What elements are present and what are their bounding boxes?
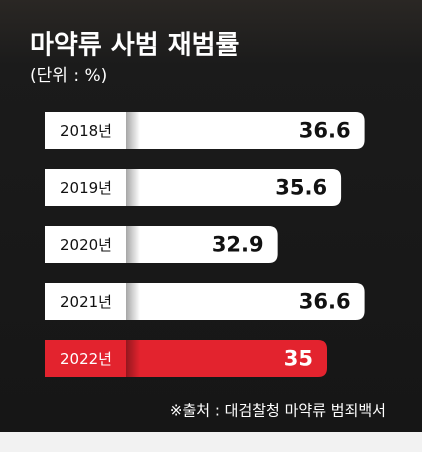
value-label: 35 [284, 347, 313, 371]
bottom-strip [0, 432, 422, 452]
category-label: 2021년 [60, 293, 112, 311]
bar [45, 283, 365, 320]
value-label: 32.9 [212, 233, 264, 257]
category-label: 2020년 [60, 236, 112, 254]
source-note: ※출처 : 대검찰청 마약류 범죄백서 [170, 402, 386, 420]
bar [45, 169, 342, 206]
bar [45, 340, 327, 377]
chart-subtitle: (단위 : %) [30, 66, 107, 86]
bar-shade [126, 169, 140, 206]
bar-shade [126, 226, 140, 263]
category-label: 2022년 [60, 350, 112, 368]
value-label: 36.6 [299, 290, 351, 314]
bar [45, 226, 278, 263]
chart-title: 마약류 사범 재범률 [30, 31, 240, 61]
bar [45, 112, 365, 149]
bar-shade [126, 283, 140, 320]
value-label: 35.6 [275, 176, 327, 200]
bar-shade [126, 340, 140, 377]
bar-shade [126, 112, 140, 149]
value-label: 36.6 [299, 119, 351, 143]
category-label: 2019년 [60, 179, 112, 197]
category-label: 2018년 [60, 122, 112, 140]
